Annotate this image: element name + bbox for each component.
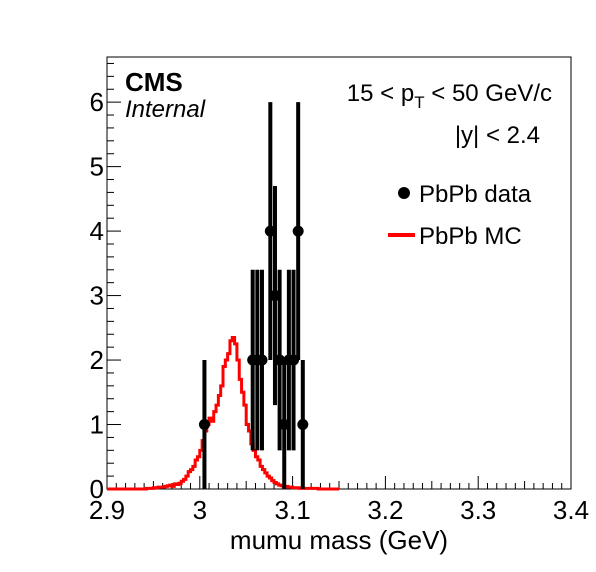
y-tick-label: 2 (90, 345, 104, 375)
legend-label-mc: PbPb MC (419, 223, 522, 250)
rapidity-label: |y| < 2.4 (455, 122, 540, 149)
experiment-label: CMS (125, 67, 183, 97)
data-point (292, 225, 304, 237)
status-label: Internal (125, 96, 206, 123)
data-point (297, 419, 309, 431)
x-tick-label: 3 (193, 495, 207, 525)
data-point (198, 419, 210, 431)
y-tick-label: 4 (90, 216, 104, 246)
mc-step-line (107, 335, 339, 491)
data-point (256, 354, 268, 366)
data-points (198, 102, 309, 489)
mc-histogram (107, 335, 339, 491)
x-axis-title: mumu mass (GeV) (230, 525, 448, 555)
legend-label-data: PbPb data (419, 181, 532, 208)
y-tick-label: 3 (90, 281, 104, 311)
y-tick-label: 0 (90, 474, 104, 504)
pt-subscript: T (414, 93, 424, 112)
y-tick-label: 5 (90, 152, 104, 182)
legend-marker-data (398, 187, 410, 199)
x-tick-labels: 2.9 3 3.1 3.2 3.3 3.4 (89, 495, 589, 525)
x-tick-label: 2.9 (89, 495, 125, 525)
x-tick-label: 3.4 (553, 495, 589, 525)
legend: PbPb data PbPb MC (388, 181, 532, 250)
y-tick-label: 1 (90, 410, 104, 440)
y-tick-label: 6 (90, 87, 104, 117)
y-tick-labels: 0 1 2 3 4 5 6 (90, 87, 104, 504)
x-tick-label: 3.1 (275, 495, 311, 525)
x-tick-label: 3.3 (460, 495, 496, 525)
x-tick-label: 3.2 (367, 495, 403, 525)
pt-range-label: 15 < pT < 50 GeV/c (347, 80, 552, 112)
